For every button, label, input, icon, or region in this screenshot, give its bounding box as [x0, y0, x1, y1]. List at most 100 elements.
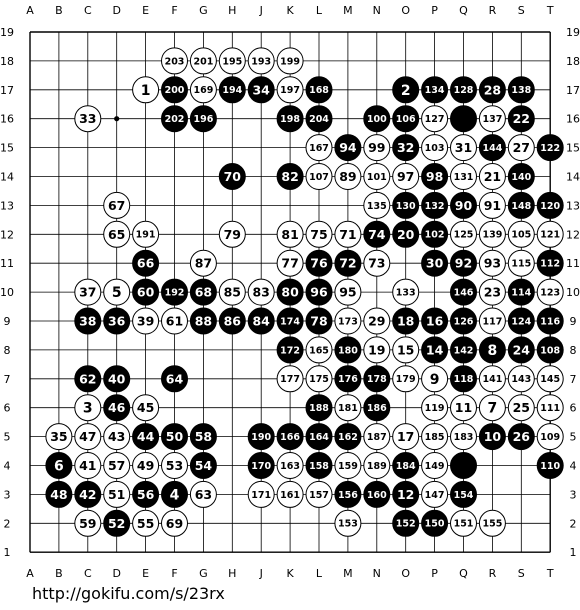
white-stone: 93 [478, 249, 506, 277]
white-stone: 165 [305, 336, 333, 364]
move-number: 23 [484, 285, 501, 300]
white-stone: 69 [161, 509, 188, 537]
stone-disc [536, 365, 564, 393]
stone-disc [74, 423, 102, 451]
white-stone: 47 [74, 423, 102, 451]
move-number: 53 [166, 458, 183, 473]
stone-disc [74, 365, 102, 393]
black-stone: 116 [536, 307, 564, 335]
column-label: E [142, 567, 149, 580]
column-label: B [55, 567, 63, 580]
stone-disc [507, 134, 535, 162]
move-number: 145 [540, 374, 560, 385]
move-number: 97 [397, 169, 414, 184]
white-stone: 145 [536, 365, 564, 393]
black-stone: 22 [507, 105, 535, 133]
white-stone: 23 [478, 278, 506, 306]
stone-disc [132, 249, 160, 277]
white-stone: 25 [507, 394, 535, 422]
stone-disc [478, 336, 506, 364]
stone-disc [334, 307, 362, 335]
white-stone: 11 [450, 394, 477, 422]
move-number: 151 [454, 519, 474, 530]
move-number: 70 [224, 169, 242, 184]
move-number: 99 [368, 140, 385, 155]
move-number: 124 [511, 316, 531, 327]
black-stone: 82 [276, 163, 304, 190]
stone-disc [450, 365, 477, 393]
column-label: L [316, 4, 323, 17]
move-number: 156 [338, 490, 358, 501]
stone-disc [161, 307, 188, 335]
stone-disc [276, 105, 304, 133]
source-url[interactable]: http://gokifu.com/s/23rx [32, 584, 225, 603]
white-stone: 15 [392, 336, 420, 364]
white-stone: 171 [247, 480, 275, 508]
black-stone: 72 [334, 249, 362, 277]
white-stone: 199 [276, 47, 304, 75]
white-stone: 43 [103, 423, 131, 451]
stone-disc [392, 278, 420, 306]
stone-disc [334, 394, 362, 422]
move-number: 121 [540, 230, 560, 241]
stone-disc [363, 163, 391, 190]
white-stone: 85 [218, 278, 246, 306]
white-stone: 73 [363, 249, 391, 277]
black-stone: 4 [161, 480, 188, 508]
stone-disc [507, 394, 535, 422]
stone-disc [421, 191, 449, 219]
white-stone: 175 [305, 365, 333, 393]
stone-disc [161, 365, 188, 393]
move-number: 153 [338, 519, 358, 530]
black-stone: 190 [247, 423, 275, 451]
move-number: 196 [193, 114, 213, 125]
stone-disc [392, 509, 420, 537]
stone-disc [363, 452, 391, 479]
white-stone: 177 [276, 365, 304, 393]
stone-disc [450, 278, 477, 306]
black-stone: 6 [45, 452, 73, 479]
move-number: 9 [430, 372, 440, 388]
move-number: 55 [137, 516, 154, 531]
stone-disc [478, 423, 506, 451]
white-stone: 107 [305, 163, 333, 190]
stone-disc [189, 278, 217, 306]
move-number: 176 [338, 374, 358, 385]
stone-disc [276, 452, 304, 479]
black-stone: 192 [161, 278, 188, 306]
black-stone: 120 [536, 191, 564, 219]
move-number: 123 [540, 288, 560, 299]
row-label: 12 [0, 228, 14, 241]
stone-disc [74, 452, 102, 479]
stone-disc [247, 278, 275, 306]
move-number: 45 [137, 400, 154, 415]
column-label: T [546, 4, 554, 17]
black-stone: 178 [363, 365, 391, 393]
black-stone: 44 [132, 423, 160, 451]
stone-disc [450, 394, 477, 422]
stone-disc [421, 509, 449, 537]
black-stone: 42 [74, 480, 102, 508]
white-stone: 163 [276, 452, 304, 479]
stone-disc [103, 394, 131, 422]
move-number: 34 [252, 82, 270, 97]
stone-disc [536, 394, 564, 422]
stone-disc [334, 278, 362, 306]
move-number: 147 [425, 490, 445, 501]
row-label: 14 [0, 171, 14, 184]
stone-disc [478, 105, 506, 133]
white-stone: 139 [478, 220, 506, 248]
black-stone: 58 [189, 423, 217, 451]
move-number: 42 [79, 487, 96, 502]
move-number: 152 [396, 519, 416, 530]
row-label: 2 [570, 517, 577, 530]
move-number: 140 [511, 172, 531, 183]
stone-disc [161, 105, 188, 133]
black-stone: 28 [478, 76, 506, 104]
stone-disc [334, 480, 362, 508]
stone-disc [132, 423, 160, 451]
move-number: 166 [280, 432, 300, 443]
stone-disc [103, 191, 131, 219]
black-stone: 126 [450, 307, 477, 335]
row-label: 16 [0, 113, 14, 126]
